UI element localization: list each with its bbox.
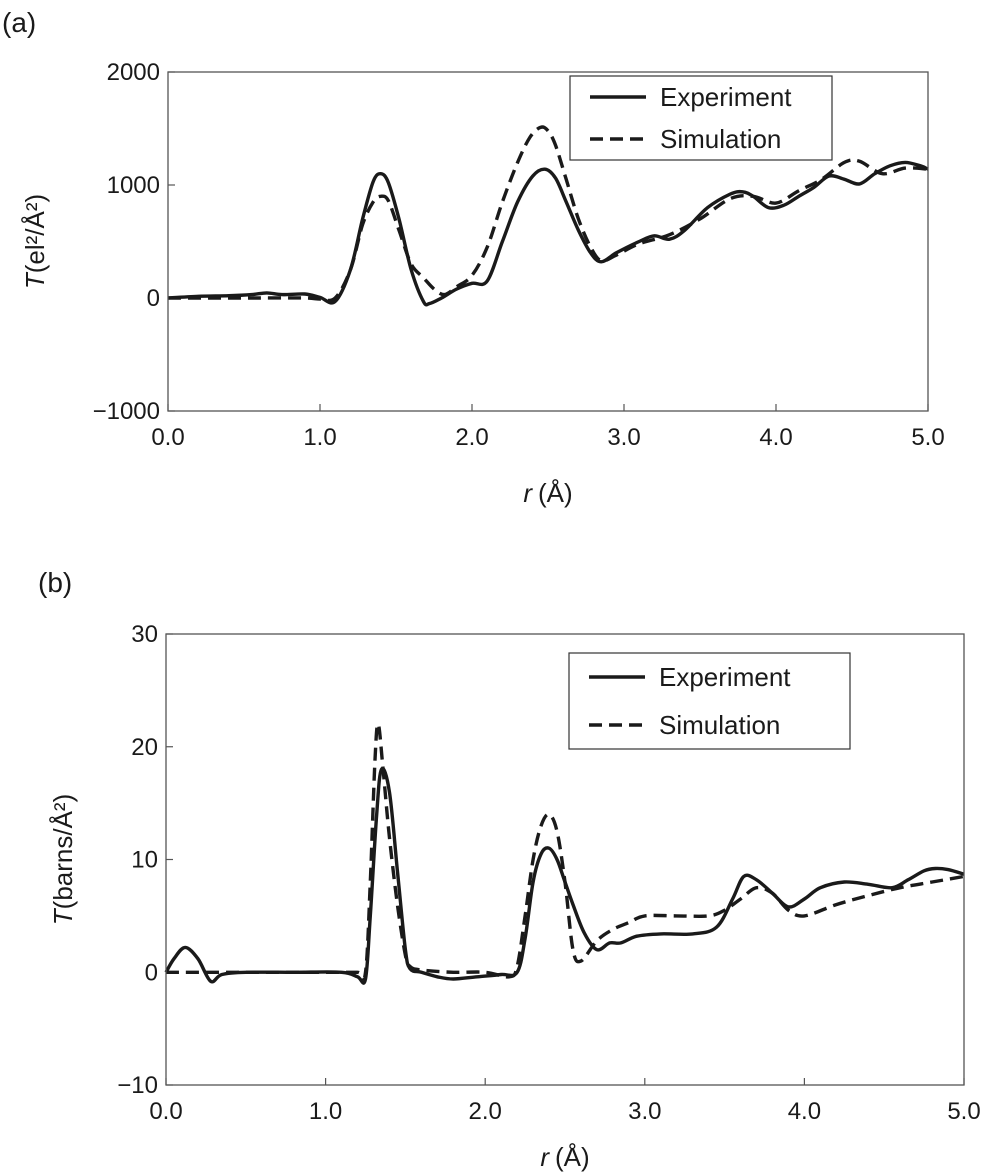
legend-label-experiment: Experiment [660, 82, 792, 112]
series-group-b [164, 722, 965, 985]
plot-frame-a [167, 71, 929, 412]
x-axis-label-a: r (Å) [523, 478, 572, 508]
legend-a: Experiment Simulation [569, 75, 833, 161]
y-axis-label-b: T(barns/Å²) [48, 794, 78, 925]
legend-label-experiment: Experiment [659, 662, 791, 692]
x-tick-label: 1.0 [309, 1098, 342, 1125]
y-tick-label: 30 [131, 621, 158, 648]
y-tick-label: −1000 [93, 398, 160, 425]
y-axis-label-a: T(el²/Å²) [20, 194, 50, 289]
x-tick-label: 5.0 [947, 1098, 980, 1125]
x-axis-label-unit-a: (Å) [538, 478, 573, 508]
y-axis-label-var-a: T [20, 271, 50, 289]
x-tick-labels-b: 0.0 1.0 2.0 3.0 4.0 5.0 [149, 1098, 980, 1125]
y-tick-label: −10 [117, 1072, 158, 1099]
y-tick-labels-b: −10 0 10 20 30 [117, 621, 158, 1099]
panel-label-a: (a) [2, 7, 36, 38]
x-axis-label-unit-b: (Å) [555, 1142, 590, 1172]
y-axis-label-unit-b: (barns/Å²) [48, 794, 78, 910]
x-tick-labels-a: 0.0 1.0 2.0 3.0 4.0 5.0 [151, 424, 944, 451]
x-tick-label: 4.0 [759, 424, 792, 451]
y-tick-label: 10 [131, 847, 158, 874]
y-tick-label: 1000 [107, 172, 160, 199]
legend-label-simulation: Simulation [660, 124, 781, 154]
series-line-experiment [167, 160, 929, 307]
x-tick-label: 2.0 [455, 424, 488, 451]
series-line-experiment [164, 766, 965, 985]
series-line-simulation [166, 722, 965, 981]
series-line-simulation [167, 125, 929, 303]
x-tick-label: 0.0 [149, 1098, 182, 1125]
plot-frame-b [165, 633, 965, 1086]
panel-label-b: (b) [38, 567, 72, 598]
x-tick-label: 0.0 [151, 424, 184, 451]
x-tick-label: 2.0 [469, 1098, 502, 1125]
x-tick-label: 4.0 [788, 1098, 821, 1125]
y-tick-label: 20 [131, 734, 158, 761]
legend-box [568, 652, 851, 750]
x-tick-label: 3.0 [607, 424, 640, 451]
legend-b: Experiment Simulation [568, 652, 851, 750]
chart-panel-b: (b) −10 0 10 20 30 0.0 1.0 2.0 3.0 4.0 5.0 T(barn… [38, 567, 981, 1172]
x-axis-label-var-b: r [540, 1142, 550, 1172]
x-axis-label-b: r (Å) [540, 1142, 589, 1172]
y-axis-label-var-b: T [48, 907, 78, 925]
y-axis-label-unit-a: (el²/Å²) [20, 194, 50, 273]
series-group-a [167, 125, 929, 307]
x-tick-label: 3.0 [628, 1098, 661, 1125]
legend-label-simulation: Simulation [659, 710, 780, 740]
y-tick-label: 0 [147, 285, 160, 312]
x-tick-label: 5.0 [911, 424, 944, 451]
legend-box [569, 75, 833, 161]
x-tick-label: 1.0 [303, 424, 336, 451]
x-axis-label-var-a: r [523, 478, 533, 508]
y-tick-label: 2000 [107, 59, 160, 86]
y-tick-labels-a: −1000 0 1000 2000 [93, 59, 160, 425]
y-tick-label: 0 [145, 959, 158, 986]
